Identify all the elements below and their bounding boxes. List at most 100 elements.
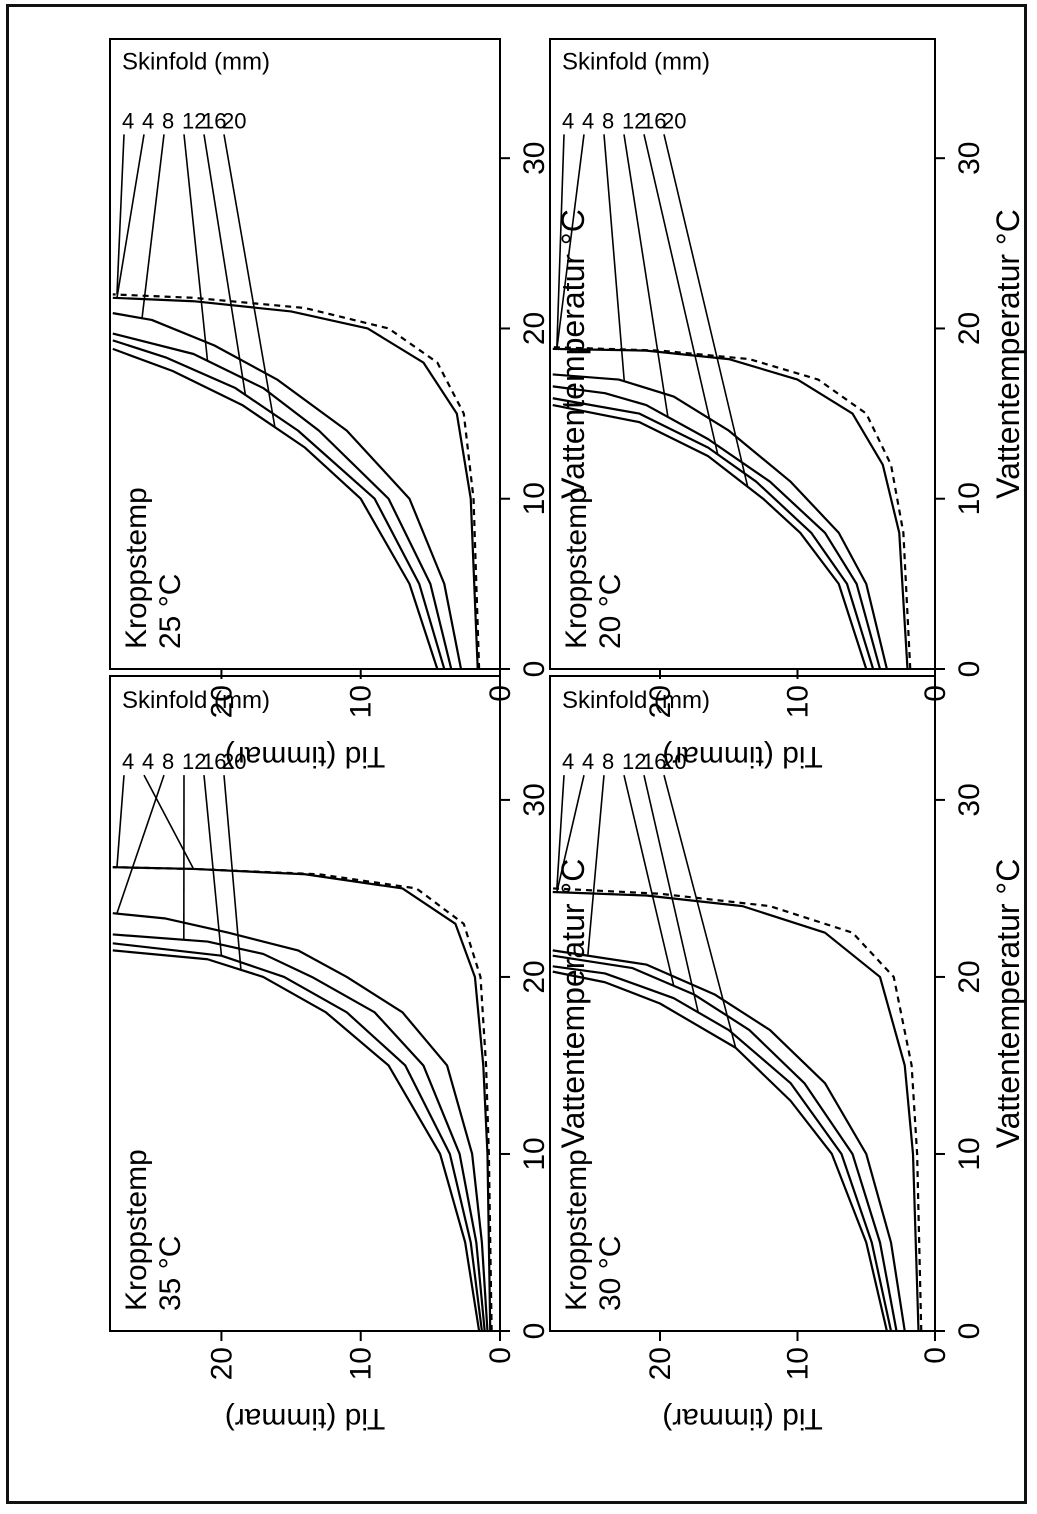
legend-leader-line <box>556 134 585 349</box>
x-tick-label: 30 <box>953 783 986 816</box>
legend-label: 4 <box>142 749 154 774</box>
legend-label: 4 <box>122 108 134 133</box>
y-tick-label: 20 <box>205 685 238 718</box>
legend-label: 4 <box>142 108 154 133</box>
y-tick-label: 0 <box>484 1347 517 1364</box>
legend-label: 16 <box>642 749 666 774</box>
legend-leader-line <box>603 134 626 382</box>
x-tick-label: 30 <box>953 142 986 175</box>
legend-leader-line <box>223 134 276 428</box>
legend-label: 20 <box>222 749 246 774</box>
legend-leader-line <box>143 774 195 870</box>
legend-leader-line <box>141 134 165 319</box>
y-tick-label: 0 <box>919 1347 952 1364</box>
legend-label: 20 <box>662 749 686 774</box>
legend-leader-line <box>116 134 125 295</box>
panel-label: Kroppstemp <box>560 487 593 649</box>
series-line <box>112 293 481 670</box>
plot-frame <box>549 675 936 1332</box>
legend-leader-line <box>116 134 145 298</box>
legend-leader-line <box>203 134 247 395</box>
figure-frame <box>6 4 1027 1504</box>
series-line <box>112 339 446 670</box>
series-line <box>112 933 486 1332</box>
y-axis-label: Tid (timmar) <box>225 740 386 773</box>
plot-frame <box>109 675 501 1332</box>
series-line <box>112 347 439 670</box>
legend-label: 12 <box>622 108 646 133</box>
legend-leader-line <box>643 134 719 455</box>
plot-frame <box>549 38 936 670</box>
legend-leader-line <box>556 134 565 348</box>
x-tick-label: 10 <box>953 1137 986 1170</box>
series-line <box>552 347 909 670</box>
legend-title: Skinfold (mm) <box>562 687 710 714</box>
panel-label: 30 °C <box>594 1236 627 1311</box>
y-tick-label: 10 <box>345 685 378 718</box>
series-line <box>112 296 479 670</box>
legend-leader-line <box>116 774 165 914</box>
legend-label: 4 <box>582 749 594 774</box>
legend-leader-line <box>663 774 737 1048</box>
legend-label: 8 <box>602 108 614 133</box>
legend-label: 4 <box>562 749 574 774</box>
y-axis-label: Tid (timmar) <box>225 1402 386 1435</box>
y-tick-label: 20 <box>644 1347 677 1380</box>
legend-label: 16 <box>202 749 226 774</box>
panel-label: 20 °C <box>594 574 627 649</box>
series-line <box>112 942 483 1332</box>
series-line <box>112 312 463 670</box>
legend-leader-line <box>643 774 699 1013</box>
x-tick-label: 20 <box>518 312 551 345</box>
x-tick-label: 30 <box>518 142 551 175</box>
legend-leader-line <box>556 774 585 893</box>
legend-leader-line <box>623 134 669 418</box>
panel-label: 35 °C <box>154 1236 187 1311</box>
x-tick-label: 10 <box>953 482 986 515</box>
y-axis-label: Tid (timmar) <box>662 740 823 773</box>
legend-label: 8 <box>162 749 174 774</box>
panel-label: Kroppstemp <box>120 487 153 649</box>
legend-leader-line <box>223 775 242 970</box>
series-line <box>552 887 923 1332</box>
legend-leader-line <box>116 775 125 868</box>
series-line <box>552 890 920 1332</box>
x-axis-label: Vattentemperatur °C <box>555 859 591 1149</box>
series-line <box>552 385 882 670</box>
legend-label: 4 <box>582 108 594 133</box>
legend-leader-line <box>663 134 749 487</box>
x-tick-label: 0 <box>953 1323 986 1340</box>
x-axis-label: Vattentemperatur °C <box>990 209 1026 499</box>
series-line <box>552 397 875 670</box>
legend-label: 4 <box>122 749 134 774</box>
panel-label: 25 °C <box>154 574 187 649</box>
y-tick-label: 10 <box>345 1347 378 1380</box>
series-line <box>552 949 906 1332</box>
series-line <box>552 970 888 1332</box>
legend-label: 12 <box>622 749 646 774</box>
x-tick-label: 10 <box>518 482 551 515</box>
series-line <box>552 965 893 1332</box>
y-tick-label: 0 <box>484 685 517 702</box>
legend-leader-line <box>623 774 675 986</box>
series-line <box>112 866 492 1332</box>
y-tick-label: 0 <box>919 685 952 702</box>
legend-label: 4 <box>562 108 574 133</box>
series-line <box>552 954 898 1332</box>
y-tick-label: 10 <box>782 1347 815 1380</box>
legend-label: 20 <box>662 108 686 133</box>
legend-label: 16 <box>202 108 226 133</box>
x-tick-label: 30 <box>518 783 551 816</box>
legend-leader-line <box>183 134 209 361</box>
x-tick-label: 20 <box>518 960 551 993</box>
panel-label: Kroppstemp <box>120 1149 153 1311</box>
x-axis-label: Vattentemperatur °C <box>990 859 1026 1149</box>
x-tick-label: 0 <box>518 661 551 678</box>
legend-label: 12 <box>182 749 206 774</box>
